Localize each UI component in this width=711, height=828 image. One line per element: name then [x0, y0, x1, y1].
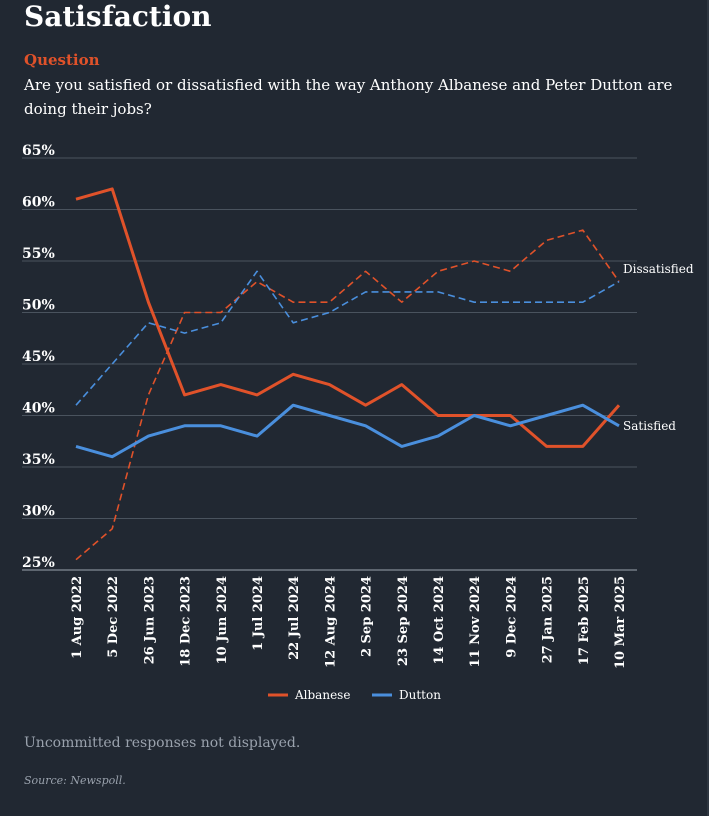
x-tick-label: 27 Jan 2025 — [541, 576, 556, 663]
y-tick-label: 30% — [22, 504, 55, 520]
x-tick-label: 23 Sep 2024 — [396, 576, 411, 666]
y-axis-ticks: 25% 30% 35% 40% 45% 50% 55% 60% 65% — [22, 143, 55, 571]
x-tick-label: 2 Sep 2024 — [360, 576, 375, 657]
x-axis-ticks: 1 Aug 2022 5 Dec 2022 26 Jun 2023 18 Dec 20… — [70, 576, 628, 669]
legend-label-dutton: Dutton — [399, 688, 441, 702]
y-tick-label: 55% — [22, 246, 55, 262]
legend-label-albanese: Albanese — [294, 688, 350, 702]
x-tick-label: 1 Aug 2022 — [70, 576, 85, 659]
y-tick-label: 40% — [22, 401, 55, 417]
y-tick-label: 35% — [22, 452, 55, 468]
page-title: Satisfaction — [24, 0, 212, 33]
x-tick-label: 12 Aug 2024 — [323, 576, 338, 668]
y-tick-label: 60% — [22, 195, 55, 211]
dutton-dissatisfied-line — [75, 270, 620, 406]
question-text: Are you satisfied or dissatisfied with t… — [24, 76, 673, 118]
gridlines — [22, 157, 637, 571]
x-tick-label: 17 Feb 2025 — [577, 576, 592, 665]
x-tick-label: 9 Dec 2024 — [504, 576, 519, 658]
x-tick-label: 5 Dec 2022 — [106, 576, 121, 658]
x-tick-label: 10 Jun 2024 — [215, 576, 230, 664]
legend: Albanese Dutton — [268, 688, 441, 702]
question-label: Question — [24, 51, 100, 69]
x-tick-label: 14 Oct 2024 — [432, 576, 447, 665]
x-tick-label: 1 Jul 2024 — [251, 576, 266, 651]
dutton-satisfied-line — [75, 403, 620, 459]
series-lines — [75, 187, 621, 561]
x-tick-label: 18 Dec 2023 — [179, 576, 194, 667]
y-tick-label: 45% — [22, 349, 55, 365]
albanese-satisfied-line — [75, 187, 621, 448]
x-tick-label: 10 Mar 2025 — [613, 576, 628, 669]
y-tick-label: 50% — [22, 298, 55, 314]
footnote: Uncommitted responses not displayed. — [24, 735, 301, 751]
satisfied-label: Satisfied — [623, 419, 676, 433]
y-tick-label: 65% — [22, 143, 55, 159]
series-end-labels: Dissatisfied Satisfied — [623, 262, 694, 433]
x-tick-label: 26 Jun 2023 — [142, 576, 157, 664]
source-note: Source: Newspoll. — [24, 774, 126, 787]
y-tick-label: 25% — [22, 555, 55, 571]
line-chart: 25% 30% 35% 40% 45% 50% 55% 60% 65% 1 Aug 2022 5 … — [22, 143, 694, 702]
dissatisfied-label: Dissatisfied — [623, 262, 694, 276]
x-tick-label: 22 Jul 2024 — [287, 576, 302, 660]
x-tick-label: 11 Nov 2024 — [468, 576, 483, 667]
albanese-dissatisfied-line — [75, 229, 620, 561]
